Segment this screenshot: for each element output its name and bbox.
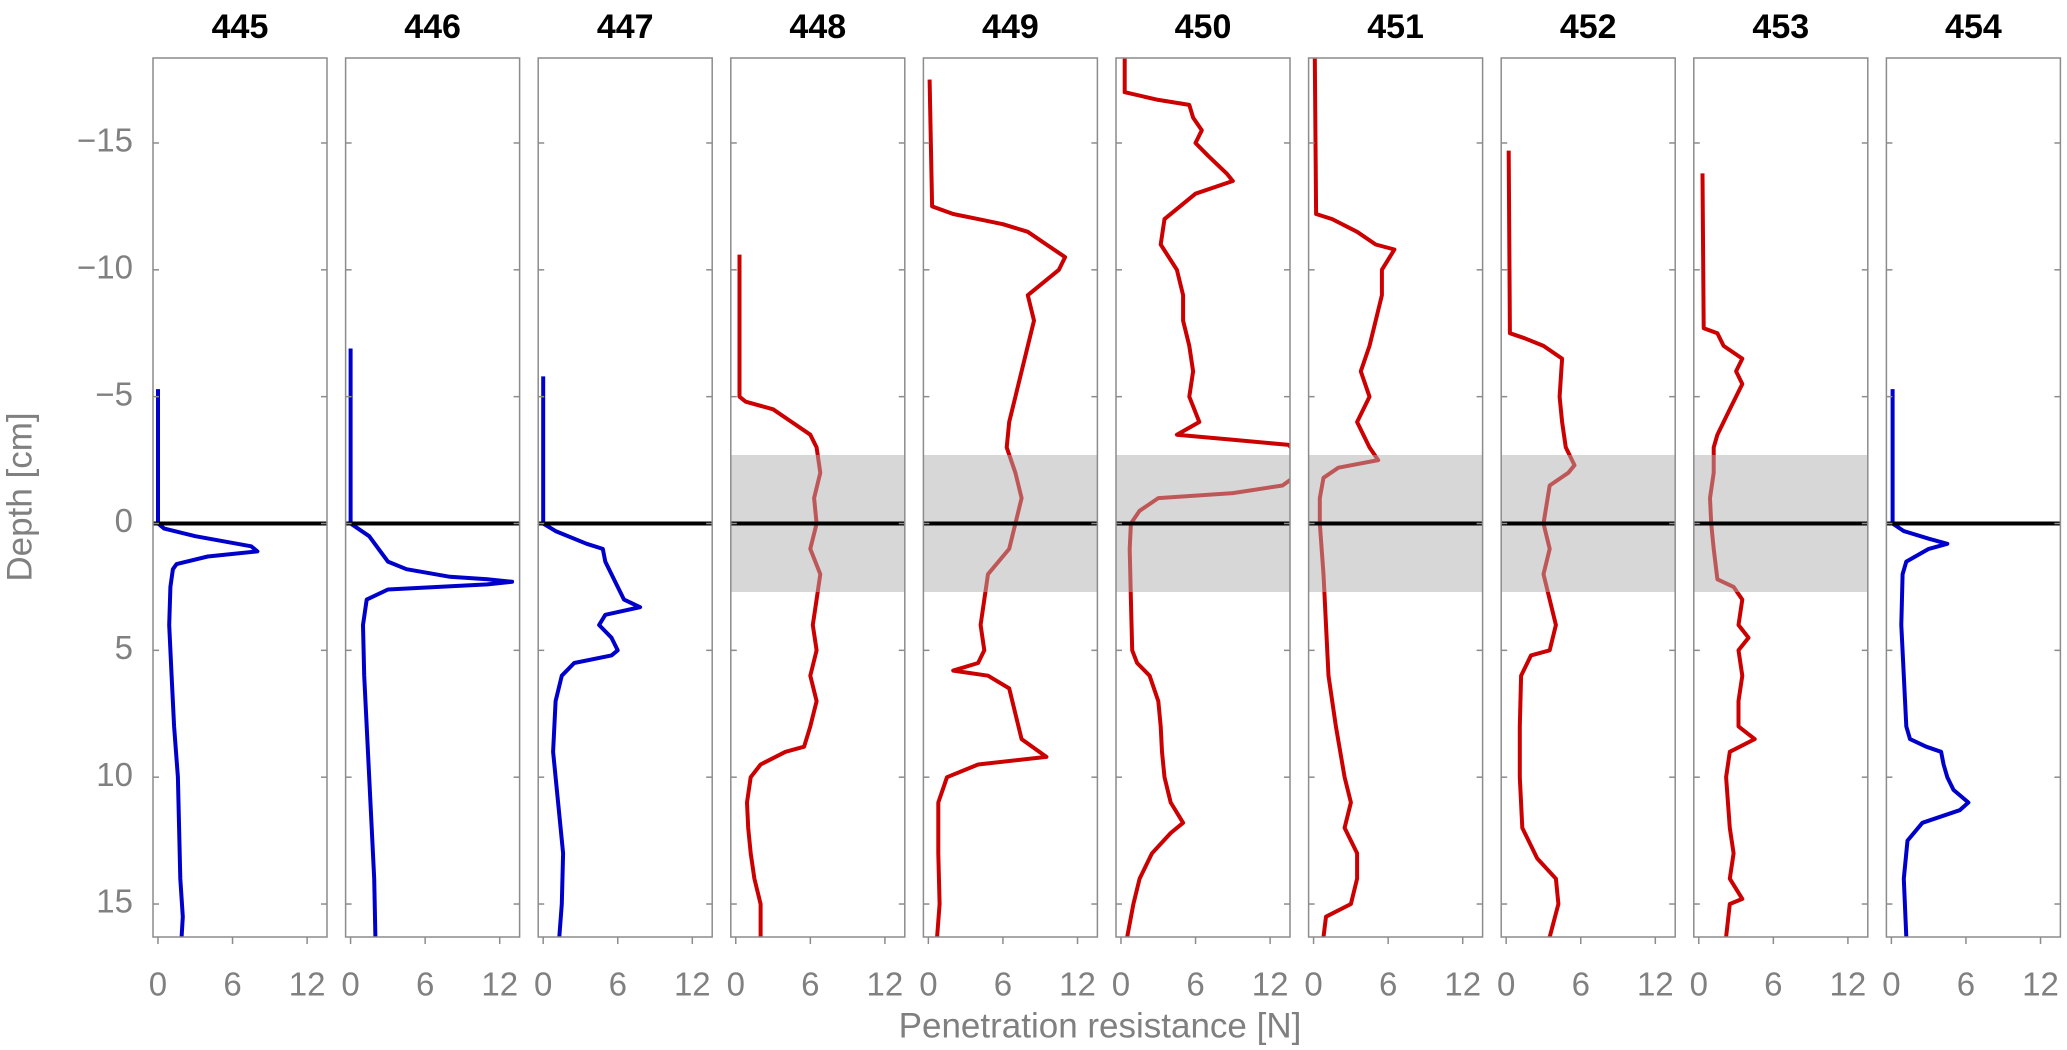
y-tick-label: 5 [115,629,133,666]
x-tick-label: 0 [534,966,552,1003]
x-tick-label: 6 [1379,966,1397,1003]
x-tick-label: 12 [289,966,326,1003]
profile-line [737,254,823,937]
panel: 445 −15 −10 −5 0 5 10 15 0 6 12 [77,8,328,1003]
x-tick-label: 6 [1572,966,1590,1003]
x-tick-label: 12 [2022,966,2059,1003]
panel-frame [1307,57,1484,938]
panel-title: 449 [982,8,1039,46]
plot-area [1308,58,1483,937]
panel-title: 450 [1175,8,1232,46]
y-axis-title: Depth [cm] [0,412,39,581]
x-tick-label: 0 [149,966,167,1003]
panel-title: 447 [597,8,654,46]
x-tick-label: 0 [1690,966,1708,1003]
panel-frame [344,57,521,938]
panel-title: 448 [789,8,846,46]
plot-area [1116,58,1290,937]
panel-frame [152,57,328,938]
x-tick-label: 6 [1957,966,1975,1003]
x-tick-label: 0 [341,966,359,1003]
x-tick-label: 12 [1252,966,1289,1003]
panel: 453 0 6 12 [1690,8,1869,1003]
y-tick-label: −10 [77,249,133,286]
panel: 448 0 6 12 [727,8,906,1003]
profile-line [156,389,260,937]
x-tick-label: 6 [994,966,1012,1003]
x-tick-label: 0 [1112,966,1130,1003]
y-tick-label: 10 [96,756,133,793]
y-tick-label: 0 [115,502,133,539]
profile-line [541,376,643,937]
plot-area [153,389,327,937]
panel: 454 0 6 12 [1882,8,2062,1003]
panel-title: 453 [1752,8,1809,46]
x-tick-label: 0 [727,966,745,1003]
x-tick-label: 6 [1764,966,1782,1003]
x-tick-label: 12 [1059,966,1096,1003]
panel: 447 0 6 12 [534,8,713,1003]
x-tick-label: 6 [801,966,819,1003]
x-tick-label: 12 [1830,966,1867,1003]
profile-line [1122,58,1290,937]
panel: 452 0 6 12 [1497,8,1676,1003]
x-tick-label: 12 [1637,966,1674,1003]
plot-area [1693,173,1868,937]
x-tick-label: 0 [1304,966,1322,1003]
panel-frame [1115,57,1291,938]
panel-frame [1500,57,1676,938]
x-tick-label: 6 [609,966,627,1003]
plot-area [538,376,713,937]
x-tick-label: 12 [1444,966,1481,1003]
panel: 451 0 6 12 [1304,8,1484,1003]
profile-line [1700,173,1757,937]
panel-frame [1885,57,2062,938]
x-tick-label: 0 [1882,966,1900,1003]
y-tick-label: −5 [95,375,133,412]
plot-area [730,254,905,937]
x-tick-label: 6 [1186,966,1204,1003]
profile-line [348,348,515,937]
panel: 449 0 6 12 [919,8,1099,1003]
plot-area [923,79,1098,937]
panel-frame [730,57,906,938]
panel: 446 0 6 12 [341,8,521,1003]
x-tick-label: 12 [481,966,518,1003]
x-tick-label: 6 [223,966,241,1003]
x-tick-label: 6 [416,966,434,1003]
plot-area [1501,150,1676,937]
y-tick-label: −15 [77,122,133,159]
panel-title: 454 [1945,8,2002,46]
panel-title: 445 [212,8,269,46]
x-tick-label: 0 [919,966,937,1003]
x-tick-label: 0 [1497,966,1515,1003]
profile-line [1890,389,1971,937]
x-tick-label: 12 [867,966,904,1003]
plot-area [1886,389,2061,937]
panel-frame [1693,57,1869,938]
panel-frame [537,57,713,938]
panel-title: 452 [1560,8,1617,46]
panel-title: 446 [404,8,461,46]
panel: 450 0 6 12 [1112,8,1291,1003]
x-axis-title: Penetration resistance [N] [899,1006,1302,1045]
panel-title: 451 [1367,8,1424,46]
x-tick-label: 12 [674,966,711,1003]
panel-frame [922,57,1099,938]
plot-area [345,348,520,937]
y-tick-label: 15 [96,883,133,920]
